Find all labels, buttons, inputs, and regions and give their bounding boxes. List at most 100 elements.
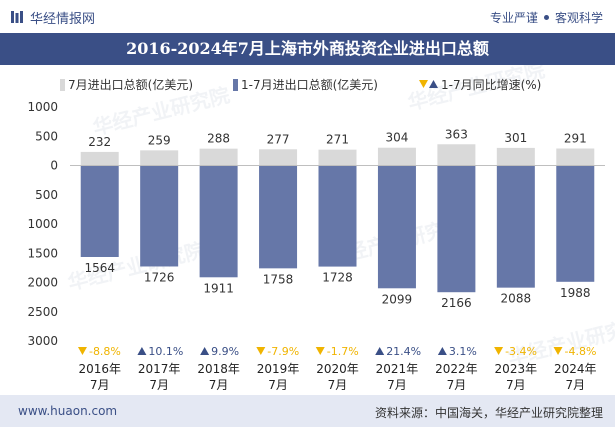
y-tick-label: 1500 bbox=[27, 246, 58, 260]
bar-cumulative bbox=[377, 165, 416, 289]
bar-monthly bbox=[496, 147, 535, 166]
footer-source: 资料来源：中国海关，华经产业研究院整理 bbox=[374, 406, 603, 420]
huajing-logo-icon bbox=[11, 11, 23, 23]
x-tick-label: 7月 bbox=[565, 378, 585, 392]
slogan: 专业严谨 客观科学 bbox=[490, 9, 603, 26]
footer-website[interactable]: www.huaon.com bbox=[18, 404, 118, 418]
data-label-cumulative: 2166 bbox=[441, 296, 472, 310]
bar-cumulative bbox=[556, 165, 595, 282]
y-tick-label: 1000 bbox=[27, 100, 58, 114]
data-label-cumulative: 2088 bbox=[501, 292, 532, 306]
slogan-1: 专业严谨 bbox=[489, 11, 538, 25]
legend-triangle-up-icon bbox=[429, 80, 438, 88]
top-bar: 华经情报网 专业严谨 客观科学 bbox=[0, 0, 615, 33]
bar-cumulative bbox=[496, 165, 535, 288]
data-label-monthly: 363 bbox=[445, 127, 468, 141]
bar-cumulative bbox=[140, 165, 179, 267]
growth-label: -4.8% bbox=[565, 345, 597, 358]
bar-monthly bbox=[259, 149, 298, 166]
x-tick-label: 7月 bbox=[328, 378, 348, 392]
data-label-cumulative: 1726 bbox=[144, 270, 175, 284]
bar-cumulative bbox=[80, 165, 119, 257]
growth-label: 3.1% bbox=[449, 345, 477, 358]
growth-up-icon bbox=[200, 347, 210, 355]
x-tick-label: 2021年 bbox=[376, 362, 419, 376]
y-tick-label: 0 bbox=[50, 159, 58, 173]
data-label-monthly: 301 bbox=[504, 131, 527, 145]
data-label-cumulative: 1758 bbox=[263, 272, 294, 286]
legend-swatch-monthly bbox=[60, 79, 65, 91]
bar-monthly bbox=[140, 150, 179, 166]
data-label-cumulative: 1988 bbox=[560, 286, 591, 300]
bar-cumulative bbox=[199, 165, 238, 278]
y-tick-label: 2000 bbox=[27, 276, 58, 290]
x-tick-label: 2022年 bbox=[435, 362, 478, 376]
data-label-cumulative: 2099 bbox=[382, 292, 413, 306]
growth-label: -8.8% bbox=[89, 345, 121, 358]
x-tick-label: 7月 bbox=[268, 378, 288, 392]
bar-cumulative bbox=[259, 165, 298, 269]
y-tick-label: 2500 bbox=[27, 305, 58, 319]
data-label-cumulative: 1911 bbox=[203, 281, 234, 295]
bar-monthly bbox=[437, 144, 476, 166]
x-tick-label: 2020年 bbox=[316, 362, 359, 376]
data-label-monthly: 291 bbox=[564, 131, 587, 145]
legend-triangle-down-icon bbox=[419, 80, 428, 88]
growth-down-icon bbox=[494, 347, 504, 355]
y-tick-label: 500 bbox=[35, 188, 58, 202]
growth-label: 21.4% bbox=[386, 345, 421, 358]
y-tick-label: 500 bbox=[35, 129, 58, 143]
growth-label: 10.1% bbox=[148, 345, 183, 358]
x-tick-label: 2024年 bbox=[554, 362, 597, 376]
slogan-2: 客观科学 bbox=[554, 11, 603, 25]
x-tick-label: 2019年 bbox=[257, 362, 300, 376]
growth-down-icon bbox=[553, 347, 563, 355]
growth-up-icon bbox=[375, 347, 385, 355]
legend-swatch-cumulative bbox=[233, 79, 238, 91]
growth-down-icon bbox=[256, 347, 266, 355]
x-tick-label: 7月 bbox=[209, 378, 229, 392]
growth-label: 9.9% bbox=[211, 345, 239, 358]
bar-monthly bbox=[377, 147, 416, 166]
x-tick-label: 2018年 bbox=[197, 362, 240, 376]
chart: 华经产业研究院华经产业研究院华经产业研究院华经产业研究院华经产业研究院7月进出口… bbox=[27, 65, 615, 392]
chart-title: 2016-2024年7月上海市外商投资企业进出口总额 bbox=[126, 39, 489, 58]
bar-cumulative bbox=[318, 165, 357, 267]
data-label-cumulative: 1564 bbox=[84, 261, 115, 275]
x-tick-label: 7月 bbox=[387, 378, 407, 392]
legend-label-growth: 1-7月同比增速(%) bbox=[441, 78, 541, 92]
bar-monthly bbox=[556, 148, 595, 166]
data-label-monthly: 288 bbox=[207, 132, 230, 146]
legend-label-monthly: 7月进出口总额(亿美元) bbox=[68, 77, 193, 92]
bar-monthly bbox=[318, 149, 357, 166]
growth-up-icon bbox=[437, 347, 447, 355]
bar-cumulative bbox=[437, 165, 476, 293]
growth-label: -7.9% bbox=[267, 345, 299, 358]
x-tick-label: 7月 bbox=[447, 378, 467, 392]
data-label-cumulative: 1728 bbox=[322, 271, 353, 285]
y-tick-label: 1000 bbox=[27, 217, 58, 231]
x-tick-label: 7月 bbox=[90, 378, 110, 392]
footer: www.huaon.com 资料来源：中国海关，华经产业研究院整理 bbox=[0, 395, 615, 427]
x-tick-label: 2017年 bbox=[138, 362, 181, 376]
growth-label: -1.7% bbox=[327, 345, 359, 358]
title-bar: 2016-2024年7月上海市外商投资企业进出口总额 bbox=[0, 33, 615, 65]
x-tick-label: 7月 bbox=[149, 378, 169, 392]
y-tick-label: 3000 bbox=[27, 334, 58, 348]
data-label-monthly: 277 bbox=[267, 132, 290, 146]
x-tick-label: 2016年 bbox=[78, 362, 121, 376]
data-label-monthly: 304 bbox=[385, 131, 408, 145]
x-tick-label: 2023年 bbox=[495, 362, 538, 376]
dot-separator-icon bbox=[543, 15, 549, 20]
legend-label-cumulative: 1-7月进出口总额(亿美元) bbox=[241, 77, 378, 92]
brand-name: 华经情报网 bbox=[30, 11, 96, 27]
data-label-monthly: 259 bbox=[148, 133, 171, 147]
growth-down-icon bbox=[315, 347, 325, 355]
growth-up-icon bbox=[137, 347, 147, 355]
x-tick-label: 7月 bbox=[506, 378, 526, 392]
data-label-monthly: 232 bbox=[88, 135, 111, 149]
growth-label: -3.4% bbox=[505, 345, 537, 358]
bar-monthly bbox=[199, 148, 238, 166]
data-label-monthly: 271 bbox=[326, 133, 349, 147]
